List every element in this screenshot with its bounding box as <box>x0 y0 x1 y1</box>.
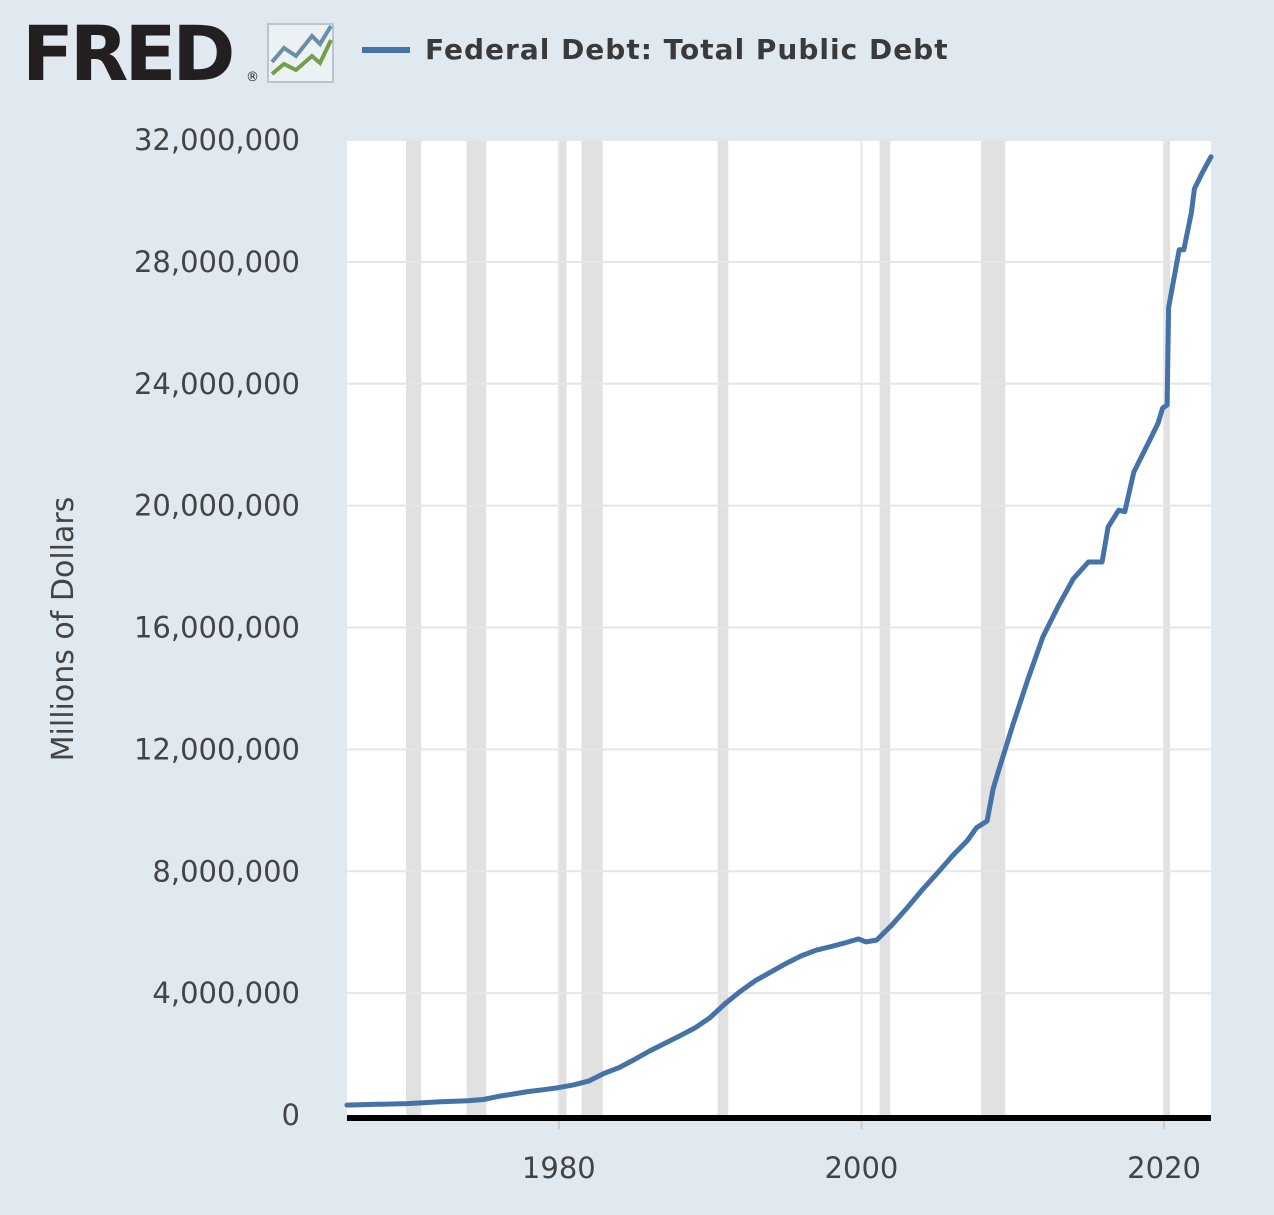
series-line-federal-debt[interactable] <box>344 154 1214 1108</box>
legend: Federal Debt: Total Public Debt <box>362 33 949 66</box>
legend-series-label: Federal Debt: Total Public Debt <box>425 33 949 66</box>
x-tick-label: 2000 <box>825 1151 899 1185</box>
registered-mark: ® <box>246 70 259 85</box>
y-tick-label: 4,000,000 <box>152 976 300 1010</box>
y-tick-label: 20,000,000 <box>134 489 300 523</box>
y-tick-label: 0 <box>282 1098 300 1132</box>
x-tick-label: 2020 <box>1127 1151 1201 1185</box>
y-tick-label: 12,000,000 <box>134 732 300 766</box>
x-axis-ticks: 1980 2000 2020 <box>522 1115 1201 1185</box>
y-tick-label: 28,000,000 <box>134 245 300 279</box>
y-tick-label: 32,000,000 <box>134 123 300 157</box>
gridlines <box>347 139 1211 1115</box>
fred-logo-chart-icon <box>267 23 334 83</box>
x-tick-label: 1980 <box>522 1151 596 1185</box>
plot-area <box>347 140 1211 1120</box>
y-axis-ticks: 0 4,000,000 8,000,000 12,000,000 16,000,000 2… <box>134 123 300 1132</box>
y-tick-label: 24,000,000 <box>134 367 300 401</box>
y-tick-label: 16,000,000 <box>134 611 300 645</box>
y-tick-label: 8,000,000 <box>152 854 300 888</box>
y-axis-title: Millions of Dollars <box>46 497 81 762</box>
fred-logo-text: FRED <box>22 9 232 98</box>
fred-logo[interactable]: FRED ® <box>22 9 334 98</box>
